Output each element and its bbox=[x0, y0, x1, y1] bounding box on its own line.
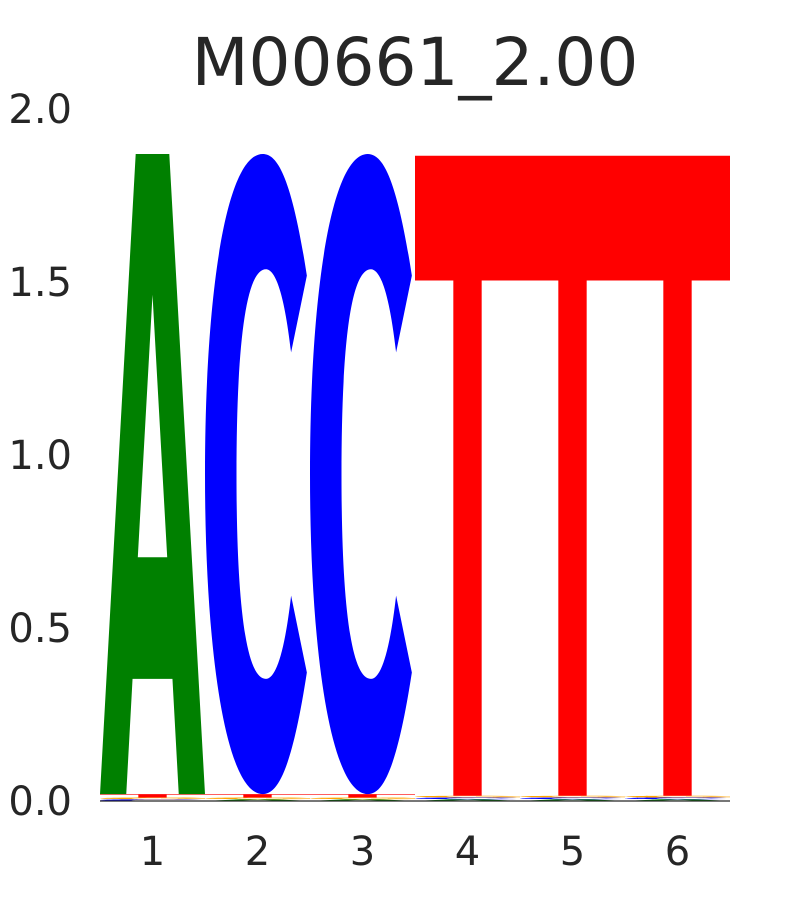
letter-c bbox=[310, 153, 412, 795]
x-tick-label: 2 bbox=[245, 829, 270, 875]
chart-title: M00661_2.00 bbox=[192, 24, 639, 101]
x-tick-label: 3 bbox=[350, 829, 375, 875]
letter-g bbox=[625, 795, 730, 798]
x-tick-label: 1 bbox=[140, 829, 165, 875]
x-axis: 1 2 3 4 5 6 bbox=[140, 829, 690, 875]
y-tick-label: 2.0 bbox=[8, 87, 72, 133]
logo-letters bbox=[100, 153, 730, 801]
letter-t bbox=[205, 794, 310, 798]
letter-c bbox=[205, 153, 307, 795]
letter-t bbox=[415, 155, 520, 796]
y-axis: 0.0 0.5 1.0 1.5 2.0 bbox=[8, 87, 72, 825]
letter-g bbox=[310, 797, 415, 800]
letter-t bbox=[100, 794, 205, 798]
letter-c bbox=[625, 797, 727, 800]
letter-t bbox=[310, 794, 415, 798]
x-tick-label: 5 bbox=[560, 829, 585, 875]
letter-c bbox=[520, 797, 622, 800]
letter-a bbox=[100, 153, 205, 795]
y-tick-label: 0.0 bbox=[8, 779, 72, 825]
letter-g bbox=[520, 795, 625, 798]
letter-t bbox=[520, 155, 625, 796]
x-tick-label: 6 bbox=[665, 829, 690, 875]
x-tick-label: 4 bbox=[455, 829, 480, 875]
letter-t bbox=[625, 155, 730, 796]
y-tick-label: 1.0 bbox=[8, 433, 72, 479]
y-tick-label: 1.5 bbox=[8, 260, 72, 306]
letter-g bbox=[205, 797, 310, 800]
letter-g bbox=[100, 797, 205, 800]
y-tick-label: 0.5 bbox=[8, 606, 72, 652]
letter-c bbox=[415, 797, 517, 800]
letter-g bbox=[415, 795, 520, 798]
